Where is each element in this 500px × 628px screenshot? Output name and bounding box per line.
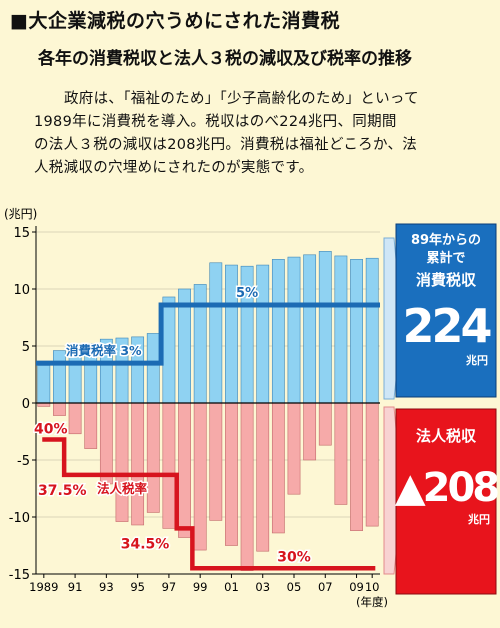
consumption-rate-line — [36, 302, 380, 366]
corporate-tax-bar — [240, 402, 254, 571]
consumption-tax-bar — [350, 259, 363, 404]
corporate-total-unit: 兆円 — [468, 512, 490, 526]
x-axis-unit: (年度) — [356, 595, 388, 609]
paragraph-line-1: 政府は、「福祉のため」「少子高齢化のため」といって — [64, 91, 419, 107]
corporate-tax-bar — [68, 402, 82, 435]
x-tick-label: 01 — [224, 580, 239, 594]
corporate-tax-bar — [99, 402, 113, 485]
corporate-tax-bar — [131, 402, 145, 526]
corporate-tax-bar — [350, 402, 363, 531]
consumption-tax-bar — [334, 255, 348, 404]
corporate-tax-bar — [334, 402, 348, 505]
corporate-tax-bar — [146, 402, 160, 513]
corporate-tax-bar — [225, 402, 238, 546]
description-paragraph: 政府は、「福祉のため」「少子高齢化のため」といって 1989年に消費税を導入。税… — [34, 88, 494, 180]
y-axis-unit: (兆円) — [4, 207, 37, 221]
corporate-tax-bar — [53, 402, 66, 416]
consumption-tax-bar — [303, 254, 317, 404]
corporate-tax-bar — [162, 402, 176, 529]
consumption-rate-5-label: 5% — [236, 286, 258, 301]
x-tick-label: 05 — [287, 580, 302, 594]
x-tick-label: 97 — [162, 580, 177, 594]
corporate-tax-bar — [115, 402, 129, 522]
consumption-tax-bar — [53, 350, 66, 404]
consumption-rate-label: 消費税率 3% — [66, 343, 142, 358]
x-tick-label: 91 — [68, 580, 83, 594]
axes — [32, 226, 380, 578]
corporate-rate-345-label: 34.5% — [121, 536, 170, 552]
y-tick-label: 5 — [22, 340, 30, 355]
consumption-box-line2: 累計で — [426, 250, 465, 266]
paragraph-line-2: 1989年に消費税を導入。税収はのべ224兆円、同期間 — [34, 114, 397, 130]
consumption-tax-bar — [287, 256, 301, 404]
corporate-tax-bar — [303, 402, 317, 461]
tax-chart: 15 10 5 0 -5 -10 -15 (兆円) 1989 91 93 95 97 99 01 03 05 07… — [4, 207, 500, 609]
corporate-rate-30-label: 30% — [277, 549, 311, 565]
x-tick-label: 03 — [255, 580, 270, 594]
corporate-tax-bar — [178, 402, 191, 538]
y-tick-label: 15 — [13, 226, 30, 241]
x-tick-label: 07 — [318, 580, 333, 594]
corporate-tax-bar — [271, 402, 285, 534]
corporate-total-value: ▲208 — [395, 465, 498, 511]
rate-lines — [36, 302, 380, 571]
corporate-tax-bar — [209, 402, 223, 521]
corporate-total-box — [395, 408, 497, 595]
x-tick-label: 09 — [349, 580, 364, 594]
chart-subtitle: 各年の消費税収と法人３税の減収及び税率の推移 — [38, 49, 412, 69]
consumption-tax-bar — [256, 264, 270, 404]
paragraph-line-4: 人税減収の穴埋めにされたのが実態です。 — [34, 160, 314, 176]
paragraph-line-3: の法人３税の減収は208兆円。消費税は福祉どころか、法 — [34, 137, 418, 153]
corporate-tax-bar — [287, 402, 301, 495]
consumption-tax-bar — [162, 296, 176, 404]
x-tick-label: 10 — [365, 580, 380, 594]
consumption-box-line1: 89年からの — [411, 232, 481, 248]
consumption-total-box — [395, 223, 497, 398]
consumption-tax-bar — [318, 251, 332, 404]
y-tick-label: -5 — [17, 454, 30, 469]
labels: 15 10 5 0 -5 -10 -15 (兆円) 1989 91 93 95 97 99 01 03 05 07… — [4, 207, 388, 609]
y-tick-label: 0 — [22, 397, 30, 412]
x-tick-label: 1989 — [29, 580, 58, 594]
y-tick-label: -15 — [9, 568, 30, 583]
consumption-tax-bar — [193, 284, 207, 404]
y-tick-label: 10 — [13, 283, 30, 298]
consumption-tax-bar — [365, 257, 379, 404]
consumption-tax-bar — [209, 262, 223, 404]
corporate-rate-series-label: 法人税率 — [97, 481, 148, 496]
corporate-rate-375-label: 37.5% — [38, 483, 87, 499]
consumption-total-value: 224 — [402, 299, 490, 353]
consumption-total-unit: 兆円 — [466, 353, 488, 367]
x-tick-label: 99 — [193, 580, 208, 594]
page-title: ■大企業減税の穴うめにされた消費税 — [10, 10, 341, 32]
corporate-tax-bar — [256, 402, 270, 552]
corporate-tax-bar — [318, 402, 332, 446]
consumption-tax-bar — [37, 365, 51, 404]
x-tick-label: 93 — [99, 580, 114, 594]
corporate-tax-bar — [365, 402, 379, 527]
corporate-tax-bar — [193, 402, 207, 551]
x-tick-label: 95 — [130, 580, 145, 594]
corporate-rate-40-label: 40% — [34, 421, 68, 437]
corporate-tax-bar — [84, 402, 98, 449]
corporate-rate-line — [42, 437, 376, 571]
consumption-tax-bar — [271, 259, 285, 404]
consumption-box-line3: 消費税収 — [416, 271, 477, 289]
bars — [37, 251, 379, 571]
corporate-box-line1: 法人税収 — [416, 427, 477, 445]
consumption-tax-bar — [146, 333, 160, 404]
y-tick-label: -10 — [9, 511, 30, 526]
